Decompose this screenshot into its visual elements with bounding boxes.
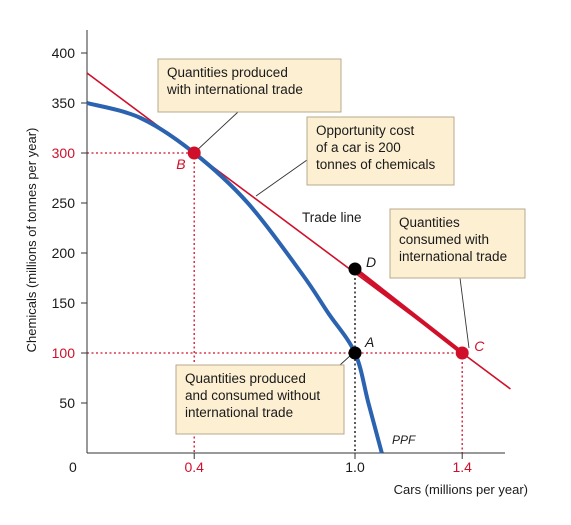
y-tick-label: 50 (59, 395, 75, 411)
origin-label: 0 (69, 459, 77, 475)
trade-line-consumption-segment (353, 267, 464, 355)
annotation-box-opportunity-cost (306, 116, 455, 186)
annotation-text-consumed-with-trade: international trade (399, 249, 507, 264)
point-label-c: C (474, 338, 485, 354)
annotation-box-consumed-with-trade (389, 208, 526, 279)
ppf-curve (86, 101, 384, 454)
annotation-text-consumed-with-trade: Quantities (399, 215, 460, 230)
leader-opportunity-cost (255, 159, 308, 197)
annotation-text-without-trade: and consumed without (185, 388, 320, 403)
point-label-b: B (176, 156, 185, 172)
y-tick-label: 100 (52, 345, 76, 361)
y-tick-label: 250 (52, 195, 76, 211)
axes (86, 30, 505, 454)
annotation-text-opportunity-cost: Opportunity cost (316, 123, 415, 138)
x-tick-label: 0.4 (184, 459, 204, 475)
y-tick-label: 350 (52, 95, 76, 111)
leader-produced-with-trade (196, 111, 239, 151)
annotation-box-without-trade (175, 364, 345, 435)
annotation-text-produced-with-trade: Quantities produced (167, 65, 288, 80)
chart-text: Chemicals (millions of tonnes per year) … (24, 128, 528, 497)
annotation-box-produced-with-trade (157, 58, 342, 113)
annotation-text-produced-with-trade: with international trade (166, 82, 303, 97)
annotation-boxes: Quantities produced with international tr… (157, 58, 526, 435)
y-axis-title: Chemicals (millions of tonnes per year) (24, 128, 39, 353)
ppf-label: PPF (392, 433, 416, 447)
guide-lines (87, 152, 463, 453)
y-tick-label: 200 (52, 245, 76, 261)
annotation-leaders (196, 111, 470, 366)
data-points (187, 146, 469, 360)
leader-consumed-with-trade (459, 277, 470, 349)
annotation-text-opportunity-cost: tonnes of chemicals (316, 157, 436, 172)
y-tick-label: 150 (52, 295, 76, 311)
point-c (455, 346, 469, 360)
tick-marks: 50 100 150 200 250 300 350 400 0.4 1.0 1.4 (52, 45, 473, 475)
point-b (187, 146, 201, 160)
x-axis-title: Cars (millions per year) (394, 482, 528, 497)
point-label-a: A (364, 334, 374, 350)
annotation-text-opportunity-cost: of a car is 200 (316, 140, 401, 155)
point-d (348, 262, 362, 276)
leader-without-trade (339, 354, 352, 366)
x-tick-label: 1.4 (452, 459, 472, 475)
annotation-text-without-trade: Quantities produced (185, 371, 306, 386)
annotation-text-without-trade: international trade (185, 405, 293, 420)
point-a (348, 346, 362, 360)
x-tick-label: 1.0 (345, 459, 365, 475)
point-label-d: D (366, 254, 376, 270)
series-lines (86, 72, 511, 454)
annotation-text-consumed-with-trade: consumed with (399, 232, 489, 247)
trade-line-label: Trade line (302, 210, 362, 225)
y-tick-label: 400 (52, 45, 76, 61)
y-tick-label: 300 (52, 145, 76, 161)
